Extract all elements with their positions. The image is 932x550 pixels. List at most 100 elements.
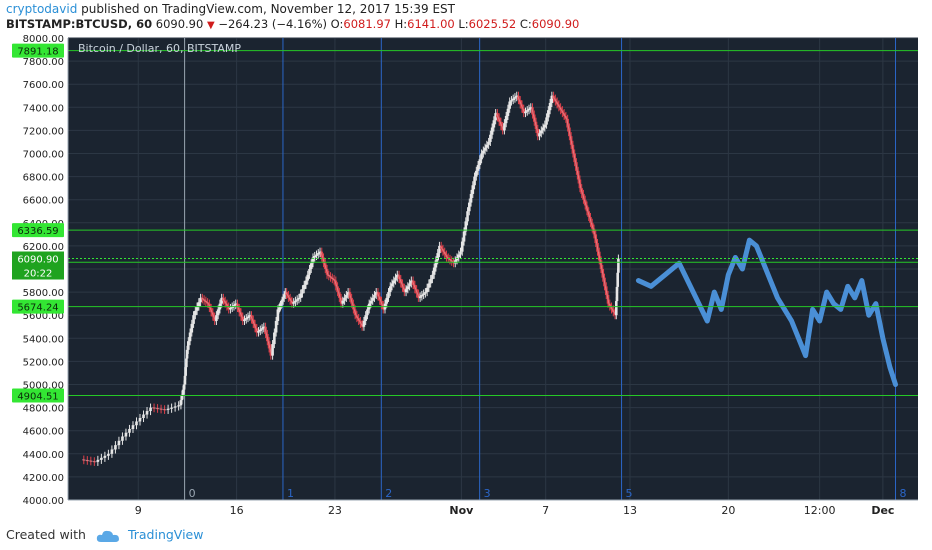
candle-body	[615, 286, 619, 302]
candle-body	[573, 153, 576, 163]
candle-body	[411, 280, 415, 285]
close-label: C:	[519, 17, 532, 31]
candle-body	[259, 329, 262, 332]
candle-body	[288, 297, 292, 301]
candle-body	[299, 293, 302, 298]
close-value: 6090.90	[531, 17, 580, 31]
candle-body	[323, 263, 327, 269]
candle-body	[475, 170, 478, 177]
candle-body	[603, 277, 606, 287]
candle-body	[450, 260, 454, 262]
candle-body	[378, 296, 382, 301]
x-tick-label: 9	[135, 504, 142, 517]
candle-body	[188, 332, 192, 342]
candle-body	[575, 162, 578, 171]
candle-body	[578, 179, 582, 189]
candle-body	[239, 312, 243, 317]
candle-body	[183, 375, 187, 385]
candle-body	[163, 409, 166, 411]
candle-body	[538, 133, 541, 137]
level-price-label: 5674.24	[17, 303, 58, 314]
candle-body	[424, 292, 427, 294]
candle-body	[597, 251, 601, 261]
candle-body	[273, 332, 276, 345]
candle-body	[277, 307, 281, 310]
candle-body	[185, 349, 189, 359]
candle-body	[418, 296, 422, 298]
candle-body	[568, 127, 571, 137]
candle-body	[145, 411, 149, 415]
candle-body	[199, 297, 202, 303]
cycle-label: 5	[626, 487, 633, 500]
candle-body	[181, 389, 185, 395]
candle-body	[381, 305, 385, 310]
candle-body	[316, 253, 320, 255]
price-chart[interactable]: 4000.00 4200.00 4400.00 4600.00 4800.00 5000.…	[6, 34, 924, 518]
candle-body	[585, 205, 589, 212]
candle-body	[431, 274, 434, 280]
candle-body	[531, 107, 534, 115]
candle-body	[209, 307, 213, 313]
candle-body	[510, 100, 513, 102]
candle-body	[283, 292, 287, 295]
candle-body	[320, 251, 324, 258]
candle-body	[89, 460, 93, 462]
candle-body	[341, 300, 345, 304]
candle-body	[373, 294, 376, 298]
candle-body	[376, 292, 380, 297]
candle-body	[497, 117, 501, 122]
candle-body	[308, 269, 311, 275]
candle-body	[121, 436, 124, 441]
candle-body	[459, 251, 462, 255]
candle-body	[392, 280, 396, 284]
last-price-label: 6090.90	[17, 255, 58, 266]
tradingview-brand-link[interactable]: TradingView	[127, 527, 204, 542]
candle-body	[166, 408, 170, 410]
candle-body	[380, 300, 383, 306]
candle-body	[494, 113, 497, 121]
level-price-tag	[12, 223, 64, 238]
candle-body	[184, 367, 187, 376]
candle-body	[473, 176, 476, 186]
candle-body	[173, 406, 177, 408]
candle-body	[230, 306, 234, 308]
candle-body	[541, 127, 545, 131]
y-tick-label: 5600.00	[23, 311, 64, 322]
candle-body	[311, 257, 315, 264]
candle-body	[550, 95, 554, 103]
candle-body	[571, 144, 575, 154]
y-tick-label: 4600.00	[23, 427, 64, 438]
candle-body	[478, 159, 482, 166]
candle-body	[334, 280, 338, 287]
candle-body	[213, 316, 216, 321]
candle-body	[566, 118, 569, 128]
candle-body	[313, 256, 317, 258]
candle-body	[462, 231, 466, 242]
candle-body	[388, 286, 392, 293]
candle-body	[434, 260, 438, 268]
candle-body	[278, 306, 282, 308]
candle-body	[559, 107, 562, 111]
high-value: 6141.00	[407, 17, 455, 31]
candle-body	[592, 228, 596, 235]
candle-body	[329, 276, 332, 278]
candle-body	[587, 211, 591, 218]
chart-svg[interactable]: 4000.00 4200.00 4400.00 4600.00 4800.00 5000.…	[6, 34, 924, 518]
author-link[interactable]: cryptodavid	[6, 2, 78, 16]
x-tick-label: 23	[328, 504, 342, 517]
level-price-tag	[12, 299, 64, 314]
candle-body	[364, 315, 367, 321]
candle-body	[580, 188, 583, 194]
y-tick-label: 6600.00	[23, 196, 64, 207]
candle-body	[611, 309, 615, 313]
candle-body	[499, 121, 503, 127]
candle-body	[390, 283, 394, 287]
candle-body	[552, 95, 555, 99]
candle-body	[322, 257, 325, 264]
candle-body	[309, 263, 313, 269]
last-price-tag	[12, 251, 64, 266]
candle-body	[561, 110, 564, 114]
candle-body	[346, 292, 350, 295]
candle-body	[371, 297, 375, 301]
candle-body	[476, 165, 480, 171]
